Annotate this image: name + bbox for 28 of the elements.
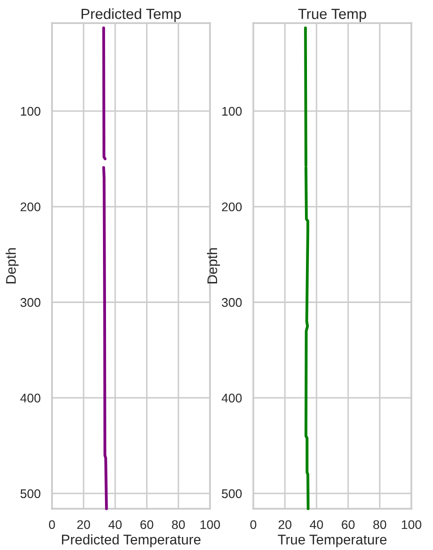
y-tick-label: 100 (222, 106, 242, 116)
y-tick-label: 100 (20, 106, 40, 116)
x-tick-label: 0 (48, 520, 55, 530)
chart-title: True Temp (298, 8, 366, 22)
x-tick-label: 20 (77, 520, 90, 530)
x-tick-label: 40 (108, 520, 122, 530)
y-tick-label: 400 (20, 394, 40, 403)
y-tick-label: 200 (222, 202, 242, 212)
x-tick-label: 60 (342, 520, 355, 530)
y-tick-label: 400 (222, 394, 242, 403)
y-tick-label: 500 (222, 489, 242, 498)
y-axis-title: Depth (6, 248, 19, 284)
x-tick-label: 100 (402, 520, 422, 530)
x-tick-label: 60 (140, 520, 154, 530)
y-tick-label: 300 (222, 298, 242, 307)
x-tick-label: 80 (373, 520, 386, 530)
x-tick-label: 40 (310, 520, 323, 530)
y-tick-label: 500 (20, 489, 40, 498)
chart-title: Predicted Temp (82, 8, 181, 22)
x-tick-label: 100 (200, 520, 220, 530)
x-tick-label: 0 (250, 520, 256, 530)
x-axis-title: True Temperature (278, 534, 387, 548)
x-tick-label: 80 (172, 520, 185, 530)
y-tick-label: 200 (20, 202, 40, 212)
y-tick-label: 300 (20, 298, 40, 307)
x-tick-label: 20 (278, 520, 292, 530)
y-axis-title: Depth (207, 248, 220, 284)
x-axis-title: Predicted Temperature (62, 534, 200, 548)
